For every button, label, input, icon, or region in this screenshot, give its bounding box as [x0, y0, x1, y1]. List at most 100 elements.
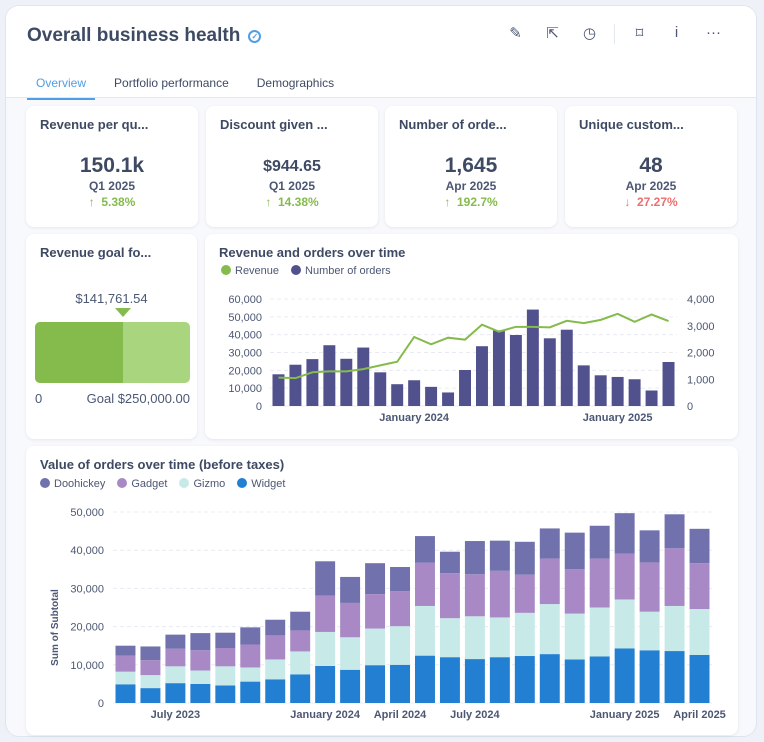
legend-item-gizmo[interactable]: Gizmo [179, 478, 225, 490]
stacked-bar-gadget [415, 562, 435, 606]
stacked-bar-gadget [165, 648, 186, 667]
stacked-bar-widget [390, 664, 410, 703]
y-tick: 30,000 [70, 583, 104, 595]
legend-label: Revenue [235, 265, 280, 277]
kpi-card[interactable]: Number of orde... 1,645 Apr 2025 ↑ 192.7… [385, 106, 557, 227]
orders-bar [391, 384, 404, 406]
y-tick-right: 1,000 [687, 374, 715, 386]
stacked-bar-gizmo [614, 599, 635, 649]
kpi-change-value: 5.38% [101, 195, 136, 209]
revenue-orders-chart: 0 10,000 20,000 30,000 40,000 50,000 60,000 0 1,… [228, 294, 715, 424]
stacked-bar-gizmo [464, 616, 485, 660]
stacked-bar-gizmo [514, 612, 535, 657]
orders-bar [442, 392, 455, 406]
goal-progress-fill [35, 322, 123, 383]
y-tick-left: 50,000 [228, 312, 262, 324]
edit-icon[interactable]: ✎ [509, 25, 522, 42]
stacked-bar-widget [265, 679, 286, 703]
x-tick: April 2024 [374, 709, 427, 721]
kpi-value: 150.1k [79, 154, 145, 177]
stacked-bar-doohickey [614, 513, 635, 554]
y-tick-left: 0 [256, 401, 262, 413]
orders-bar [594, 375, 607, 406]
bookmark-icon[interactable]: ⌑ [635, 25, 644, 42]
stacked-bar-widget [564, 659, 585, 703]
stacked-bar-widget [340, 669, 361, 703]
legend-dot-icon [117, 478, 128, 488]
orders-bar [476, 346, 488, 406]
stacked-bar-doohickey [415, 536, 435, 563]
stacked-bar-gizmo [664, 605, 685, 652]
arrow-up-icon: ↑ [88, 195, 95, 209]
stacked-bar-widget [614, 648, 635, 703]
revenue-goal-card[interactable]: Revenue goal fo... $141,761.54 0 Goal $2… [26, 234, 197, 439]
legend-item-revenue[interactable]: Revenue [221, 265, 279, 277]
order-value-card[interactable]: Value of orders over time (before taxes)… [26, 446, 738, 735]
arrow-up-icon: ↑ [265, 195, 272, 209]
x-tick: January 2025 [590, 709, 660, 721]
legend-label: Gadget [131, 478, 168, 490]
revenue-orders-card[interactable]: Revenue and orders over time Revenue Num… [205, 234, 738, 439]
orders-bar [526, 309, 539, 406]
history-icon[interactable]: ◷ [582, 25, 597, 42]
tab-overview[interactable]: Overview [27, 76, 96, 100]
orders-bar [560, 329, 573, 406]
info-icon[interactable]: i [674, 24, 679, 41]
orders-bar [492, 330, 505, 406]
y-tick-left: 20,000 [228, 365, 262, 377]
stacked-bar-doohickey [539, 528, 560, 559]
kpi-card[interactable]: Discount given ... $944.65 Q1 2025 ↑ 14.… [206, 106, 378, 227]
share-icon[interactable]: ⇱ [546, 25, 559, 42]
kpi-change-value: 14.38% [277, 195, 319, 209]
legend-label: Number of orders [305, 265, 391, 277]
y-tick-left: 60,000 [228, 294, 262, 306]
stacked-bar-gizmo [689, 609, 710, 655]
card-title: Revenue goal fo... [40, 245, 152, 260]
dashboard-header: Overall business health ✓ ✎ ⇱ ◷ ⌑ i ··· … [6, 6, 756, 100]
legend-item-gadget[interactable]: Gadget [117, 478, 167, 490]
card-title: Unique custom... [579, 117, 684, 132]
card-title: Value of orders over time (before taxes) [40, 457, 285, 472]
legend-item-doohickey[interactable]: Doohickey [40, 478, 105, 490]
stacked-bar-gadget [439, 573, 460, 619]
kpi-card[interactable]: Revenue per qu... 150.1k Q1 2025 ↑ 5.38% [26, 106, 198, 227]
stacked-bar-doohickey [464, 541, 485, 575]
stacked-bar-gadget [589, 558, 610, 608]
goal-marker-icon [114, 308, 131, 317]
legend-label: Gizmo [193, 478, 226, 490]
kpi-period: Apr 2025 [445, 179, 497, 193]
stacked-bar-gizmo [315, 631, 336, 666]
y-tick: 10,000 [70, 660, 104, 672]
kpi-change: ↑ 192.7% [385, 195, 557, 210]
goal-min-label: 0 [35, 391, 43, 406]
stacked-bar-gizmo [564, 613, 585, 660]
card-title: Discount given ... [220, 117, 328, 132]
stacked-bar-gadget [265, 635, 286, 660]
stacked-bar-gizmo [539, 604, 560, 655]
stacked-bar-widget [165, 683, 186, 703]
tab-demographics[interactable]: Demographics [256, 76, 335, 90]
tab-portfolio-performance[interactable]: Portfolio performance [114, 76, 229, 90]
legend-item-orders[interactable]: Number of orders [291, 265, 391, 277]
stacked-bar-gadget [365, 594, 386, 629]
stacked-bar-gizmo [589, 607, 610, 657]
verified-check-icon: ✓ [248, 29, 262, 43]
more-icon[interactable]: ··· [706, 24, 721, 41]
stacked-bar-widget [415, 655, 435, 703]
card-title: Number of orde... [399, 117, 507, 132]
stacked-bar-doohickey [564, 532, 585, 570]
orders-bar [374, 372, 387, 406]
stacked-bar-doohickey [390, 567, 410, 592]
arrow-up-icon: ↑ [444, 195, 451, 209]
kpi-card[interactable]: Unique custom... 48 Apr 2025 ↓ 27.27% [565, 106, 737, 227]
y-tick: 20,000 [70, 622, 104, 634]
stacked-bar-doohickey [489, 540, 510, 571]
y-tick-left: 10,000 [228, 383, 262, 395]
stacked-bar-doohickey [190, 633, 211, 651]
orders-bar [323, 345, 336, 406]
orders-bar [357, 347, 370, 406]
stacked-bar-widget [539, 654, 560, 703]
legend-dot-icon [221, 265, 231, 275]
kpi-change-value: 27.27% [636, 195, 678, 209]
legend-item-widget[interactable]: Widget [237, 478, 285, 490]
